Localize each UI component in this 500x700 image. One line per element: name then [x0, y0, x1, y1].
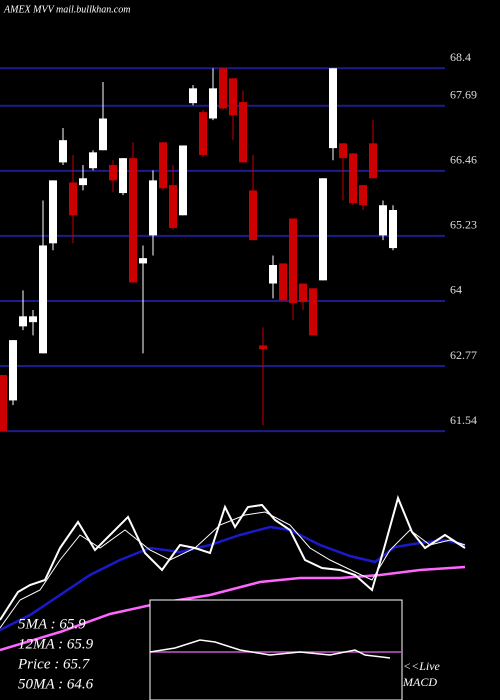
ma-line-thin: [0, 511, 466, 629]
candle-body: [309, 288, 317, 336]
y-tick-label: 67.69: [450, 88, 477, 102]
macd-label: <<Live: [403, 659, 441, 673]
candle-body: [269, 265, 277, 284]
candle-body: [39, 245, 47, 354]
ma5-line: [0, 494, 466, 621]
candle-body: [179, 145, 187, 216]
candle-body: [29, 316, 37, 323]
candle-body: [9, 340, 17, 401]
candle-body: [369, 143, 377, 179]
candle-body: [239, 102, 247, 163]
candle-body: [389, 209, 397, 249]
candle-body: [149, 180, 157, 236]
candle-body: [219, 68, 227, 109]
candle-body: [209, 88, 217, 119]
candle-body: [69, 182, 77, 216]
indicator-label: 50MA : 64.6: [18, 676, 94, 692]
candle-body: [169, 185, 177, 228]
candle-body: [229, 78, 237, 116]
candle-body: [249, 190, 257, 241]
candle-body: [129, 158, 137, 283]
indicator-label: 12MA : 65.9: [18, 636, 94, 652]
candle-body: [359, 185, 367, 206]
candle-body: [49, 180, 57, 244]
macd-panel: [149, 599, 403, 700]
y-tick-label: 66.46: [450, 153, 477, 167]
y-tick-label: 65.23: [450, 218, 477, 232]
candle-body: [59, 140, 67, 163]
candle-body: [89, 152, 97, 169]
candle-body: [379, 205, 387, 236]
candle-body: [79, 178, 87, 186]
candle-body: [329, 68, 337, 149]
y-tick-label: 62.77: [450, 348, 477, 362]
indicator-label: 5MA : 65.9: [18, 616, 86, 632]
candle-body: [159, 142, 167, 189]
y-tick-label: 68.4: [450, 50, 471, 64]
candle-body: [189, 88, 197, 104]
candle-body: [0, 375, 7, 432]
macd-label: MACD: [402, 675, 437, 689]
macd-line: [149, 639, 391, 659]
candle-body: [109, 165, 117, 181]
candle-body: [259, 345, 267, 350]
candle-body: [199, 112, 207, 155]
candle-body: [19, 316, 27, 327]
candle-body: [339, 143, 347, 159]
candle-body: [289, 218, 297, 304]
candle-body: [119, 158, 127, 194]
y-tick-label: 64: [450, 283, 462, 297]
candle-body: [139, 258, 147, 264]
indicator-label: Price : 65.7: [17, 656, 91, 672]
ma12-line: [0, 525, 466, 632]
ma50-line: [0, 565, 466, 652]
candle-body: [299, 283, 307, 303]
y-tick-label: 61.54: [450, 413, 477, 427]
candle-body: [279, 263, 287, 301]
candle-body: [319, 178, 327, 281]
candle-body: [349, 153, 357, 204]
source-label: AMEX MVV mail.bullkhan.com: [3, 4, 130, 15]
candle-body: [99, 118, 107, 151]
